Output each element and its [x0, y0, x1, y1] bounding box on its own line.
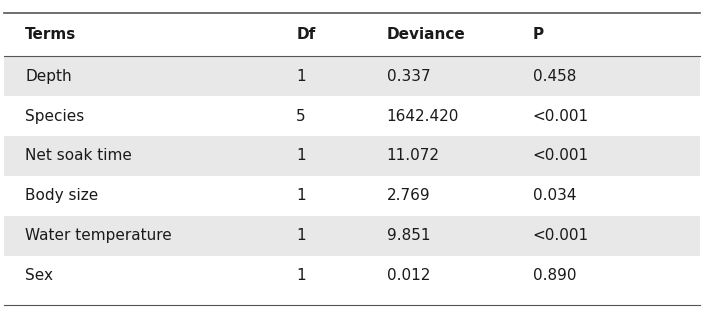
- Text: 0.458: 0.458: [533, 69, 577, 84]
- Bar: [4, 256, 700, 295]
- Bar: [4, 176, 700, 216]
- Text: <0.001: <0.001: [533, 109, 589, 123]
- Text: 1: 1: [296, 268, 306, 283]
- Bar: [4, 216, 700, 256]
- Text: <0.001: <0.001: [533, 148, 589, 163]
- Text: 2.769: 2.769: [386, 188, 430, 203]
- Text: P: P: [533, 27, 544, 42]
- Text: 11.072: 11.072: [386, 148, 440, 163]
- Bar: [4, 56, 700, 96]
- Text: Species: Species: [25, 109, 84, 123]
- Text: 0.012: 0.012: [386, 268, 430, 283]
- Text: 0.034: 0.034: [533, 188, 577, 203]
- Text: 1: 1: [296, 188, 306, 203]
- Text: Body size: Body size: [25, 188, 99, 203]
- Text: Water temperature: Water temperature: [25, 228, 172, 243]
- Text: Net soak time: Net soak time: [25, 148, 132, 163]
- Text: Terms: Terms: [25, 27, 76, 42]
- Text: Df: Df: [296, 27, 315, 42]
- Text: 0.890: 0.890: [533, 268, 577, 283]
- Text: 1: 1: [296, 148, 306, 163]
- Bar: [4, 96, 700, 136]
- Text: Depth: Depth: [25, 69, 72, 84]
- Text: 0.337: 0.337: [386, 69, 430, 84]
- Text: Deviance: Deviance: [386, 27, 465, 42]
- Bar: [4, 136, 700, 176]
- Text: Sex: Sex: [25, 268, 53, 283]
- Text: 1: 1: [296, 69, 306, 84]
- Text: 5: 5: [296, 109, 306, 123]
- Text: 9.851: 9.851: [386, 228, 430, 243]
- Text: 1642.420: 1642.420: [386, 109, 459, 123]
- Text: <0.001: <0.001: [533, 228, 589, 243]
- Text: 1: 1: [296, 228, 306, 243]
